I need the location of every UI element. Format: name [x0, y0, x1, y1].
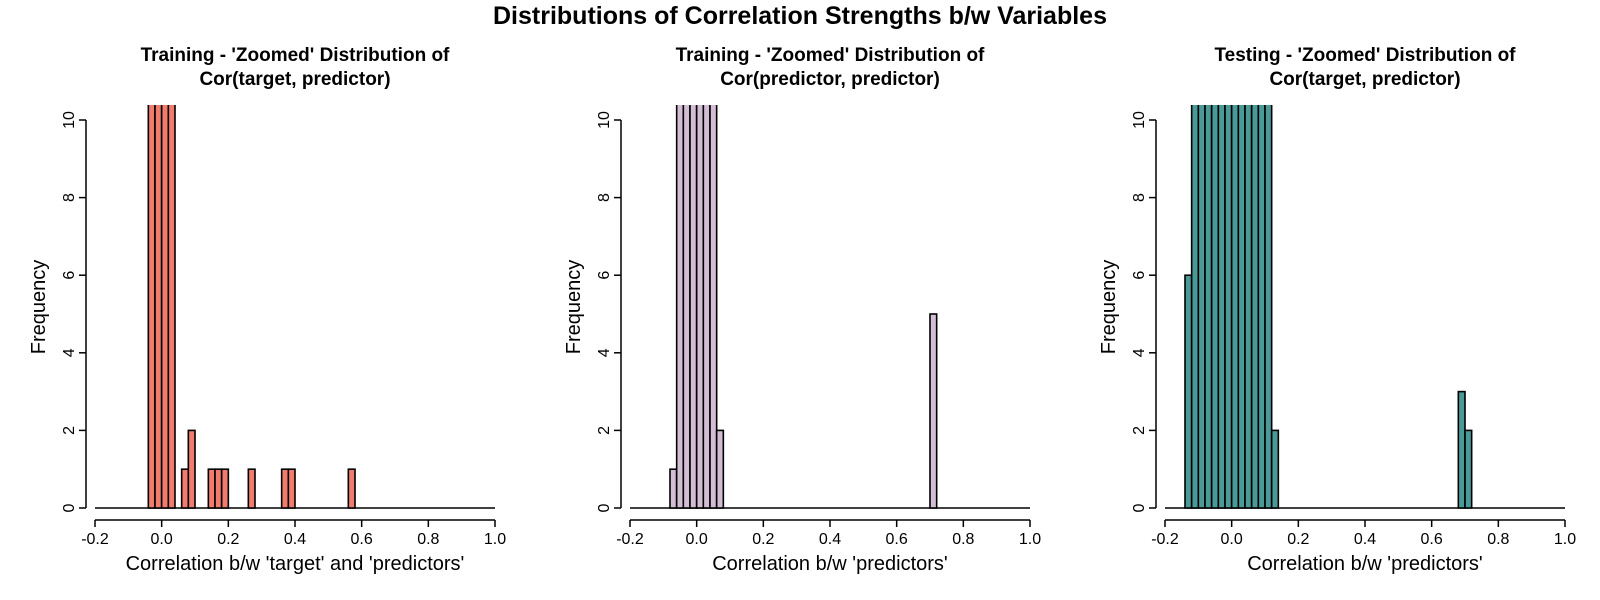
histogram-bar: [675, 105, 685, 509]
histogram-bar: [167, 105, 176, 509]
x-tick-label: 1.0: [1554, 531, 1576, 548]
x-tick-label: 0.2: [1287, 531, 1309, 548]
y-tick-label: 10: [596, 111, 613, 129]
x-tick-label: 0.0: [686, 531, 708, 548]
y-axis-label: Frequency: [563, 260, 585, 355]
y-axis-label: Frequency: [1098, 260, 1120, 355]
histogram-bar: [1217, 105, 1226, 509]
histogram-bar: [682, 105, 691, 509]
y-tick-label: 0: [596, 503, 613, 512]
histogram-bar: [220, 468, 230, 509]
y-tick-label: 0: [61, 503, 78, 512]
histogram-bar: [1197, 105, 1206, 509]
histogram-bar: [1184, 274, 1193, 509]
y-tick-label: 6: [596, 271, 613, 280]
histogram-bar: [1264, 105, 1273, 509]
x-tick-label: 1.0: [1019, 531, 1041, 548]
x-tick-label: 0.8: [952, 531, 974, 548]
histogram-panel-3: Testing - 'Zoomed' Distribution of Cor(ta…: [1098, 45, 1576, 575]
panel-title-line: Cor(predictor, predictor): [720, 69, 940, 90]
y-tick-label: 4: [61, 348, 78, 357]
histogram-bar: [347, 468, 356, 509]
histogram-bar: [214, 468, 223, 509]
histogram-bar: [1270, 429, 1280, 509]
y-tick-label: 0: [1131, 503, 1148, 512]
histogram-bar: [1204, 105, 1213, 509]
x-tick-label: -0.2: [616, 531, 644, 548]
histogram-bar: [709, 105, 718, 509]
x-tick-label: 0.4: [284, 531, 306, 548]
x-axis-label: Correlation b/w 'predictors': [1247, 553, 1483, 575]
y-tick-label: 6: [61, 271, 78, 280]
panel-title-line: Training - 'Zoomed' Distribution of: [676, 45, 985, 66]
panel-title-line: Testing - 'Zoomed' Distribution of: [1214, 45, 1516, 66]
x-tick-label: 0.8: [1487, 531, 1509, 548]
y-axis-label: Frequency: [28, 260, 50, 355]
x-tick-label: 0.4: [819, 531, 841, 548]
y-tick-label: 4: [596, 348, 613, 357]
histogram-panel-1: Training - 'Zoomed' Distribution of Cor(t…: [28, 45, 506, 575]
x-tick-label: -0.2: [1151, 531, 1179, 548]
histogram-bar: [1190, 105, 1200, 509]
x-tick-label: 0.2: [217, 531, 239, 548]
y-tick-label: 2: [596, 426, 613, 435]
bars: [669, 105, 938, 509]
histogram-bar: [187, 429, 196, 509]
x-tick-label: 0.0: [151, 531, 173, 548]
histogram-bar: [247, 468, 256, 509]
histogram-bar: [160, 105, 170, 509]
bars: [147, 105, 356, 509]
x-tick-label: 0.0: [1221, 531, 1243, 548]
y-tick-label: 2: [61, 426, 78, 435]
histogram-bar: [1244, 105, 1253, 509]
histogram-bar: [180, 468, 190, 509]
bars: [1184, 105, 1473, 509]
histogram-bar: [287, 468, 296, 509]
y-tick-label: 8: [1131, 193, 1148, 202]
histogram-bar: [154, 105, 163, 509]
histogram-bar: [1237, 105, 1246, 509]
histogram-bar: [280, 468, 290, 509]
histogram-bar: [689, 105, 698, 509]
y-tick-label: 6: [1131, 271, 1148, 280]
x-tick-label: 0.6: [886, 531, 908, 548]
figure-title: Distributions of Correlation Strengths b…: [493, 2, 1107, 30]
x-tick-label: 1.0: [484, 531, 506, 548]
y-tick-label: 4: [1131, 348, 1148, 357]
x-tick-label: -0.2: [81, 531, 109, 548]
histogram-bar: [1250, 105, 1260, 509]
histogram-bar: [1457, 390, 1466, 509]
panel-title-line: Cor(target, predictor): [199, 69, 390, 90]
y-tick-label: 2: [1131, 426, 1148, 435]
x-tick-label: 0.4: [1354, 531, 1376, 548]
panel-title-line: Cor(target, predictor): [1269, 69, 1460, 90]
y-tick-label: 8: [596, 193, 613, 202]
panel-title-line: Training - 'Zoomed' Distribution of: [141, 45, 450, 66]
histogram-panel-2: Training - 'Zoomed' Distribution of Cor(p…: [563, 45, 1041, 575]
y-tick-label: 10: [1131, 111, 1148, 129]
x-tick-label: 0.8: [417, 531, 439, 548]
x-axis-label: Correlation b/w 'predictors': [712, 553, 948, 575]
histogram-bar: [1257, 105, 1266, 509]
histogram-bar: [1224, 105, 1233, 509]
x-tick-label: 0.2: [752, 531, 774, 548]
histogram-bar: [715, 429, 725, 509]
histogram-bar: [1210, 105, 1220, 509]
histogram-bar: [1464, 429, 1473, 509]
x-axis-label: Correlation b/w 'target' and 'predictors…: [126, 553, 465, 575]
histogram-bar: [929, 313, 938, 509]
x-tick-label: 0.6: [1421, 531, 1443, 548]
y-tick-label: 10: [61, 111, 78, 129]
histogram-bar: [702, 105, 711, 509]
histogram-bar: [669, 468, 678, 509]
histogram-bar: [695, 105, 705, 509]
histogram-bar: [207, 468, 216, 509]
x-tick-label: 0.6: [351, 531, 373, 548]
histogram-bar: [1230, 105, 1240, 509]
y-tick-label: 8: [61, 193, 78, 202]
histogram-bar: [147, 105, 156, 509]
